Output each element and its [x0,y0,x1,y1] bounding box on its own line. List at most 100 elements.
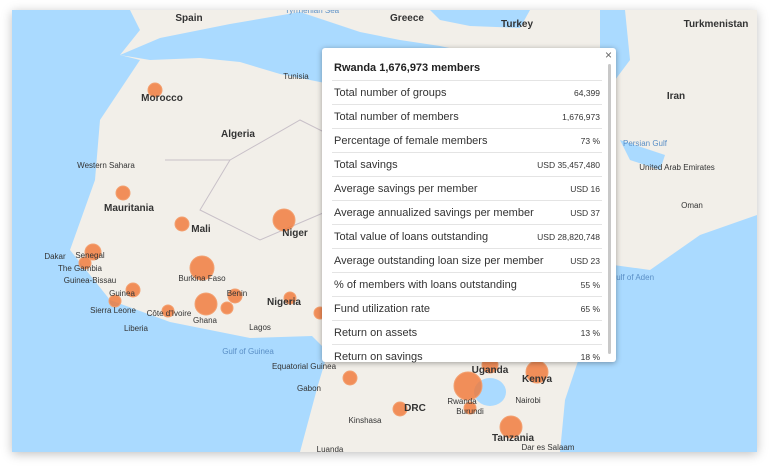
stat-label: Total number of members [334,110,459,123]
map-label: Luanda [317,445,344,452]
stat-value: 13 % [580,327,600,338]
map-label: DRC [404,403,426,414]
map-label: Senegal [75,251,105,260]
stat-row: Return on assets 13 % [332,320,602,344]
marker[interactable] [392,401,408,417]
map-label: Uganda [472,365,509,376]
marker[interactable] [115,185,131,201]
marker[interactable] [220,301,234,315]
map-label: Morocco [141,93,183,104]
map-label: Nairobi [515,396,541,405]
stat-value: USD 37 [570,207,600,218]
marker[interactable] [147,82,163,98]
map-label: United Arab Emirates [639,163,715,172]
map-label: Turkey [501,19,533,30]
marker[interactable] [125,282,141,298]
info-popup: Rwanda 1,676,973 members × Total number … [322,48,616,363]
marker[interactable] [194,292,218,316]
stat-value: USD 35,457,480 [537,159,600,170]
map-label: Gabon [297,384,321,393]
map-label: Turkmenistan [684,19,749,30]
stat-label: Total value of loans outstanding [334,230,489,243]
marker[interactable] [174,216,190,232]
stat-label: Percentage of female members [334,134,488,147]
marker[interactable] [84,243,102,261]
map-label: Kenya [522,374,552,385]
stat-label: Total savings [334,158,398,171]
stat-value: 55 % [580,279,600,290]
map-label: Western Sahara [77,161,135,170]
stat-value: 64,399 [574,87,600,98]
map-label: Tanzania [492,433,534,444]
stat-label: Average annualized savings per member [334,206,534,219]
map-label: Tyrrhenian Sea [285,10,340,15]
stat-value: 73 % [580,135,600,146]
map-label: Nigeria [267,297,301,308]
map-label: Sierra Leone [90,306,136,315]
stat-label: Fund utilization rate [334,302,430,315]
map-label: Equatorial Guinea [272,362,337,371]
map-label: Burundi [456,407,484,416]
map-label: Lagos [249,323,271,332]
marker[interactable] [283,291,297,305]
stat-row: Percentage of female members 73 % [332,128,602,152]
map-label: Tunisia [283,72,309,81]
marker[interactable] [463,401,477,415]
stat-row: Total number of groups 64,399 [332,80,602,104]
marker[interactable] [227,288,243,304]
map-label: Dakar [44,252,66,261]
stat-row: % of members with loans outstanding 55 % [332,272,602,296]
stat-value: 1,676,973 [562,111,600,122]
map-label: Dar es Salaam [522,443,575,452]
marker[interactable] [108,294,122,308]
close-button[interactable]: × [604,48,612,62]
stat-row: Total number of members 1,676,973 [332,104,602,128]
map-label: Mauritania [104,203,154,214]
stat-label: Average savings per member [334,182,478,195]
map-label: Iran [667,91,685,102]
map-label: Rwanda [447,397,477,406]
marker[interactable] [272,208,296,232]
map-label: Côte d'Ivoire [147,309,192,318]
atlantic [12,10,328,452]
marker[interactable] [189,255,215,281]
map-label: Gulf of Aden [610,273,654,282]
stat-row: Average outstanding loan size per member… [332,248,602,272]
map-label: Persian Gulf [623,139,668,148]
stat-label: Total number of groups [334,86,447,99]
stat-row: Average savings per member USD 16 [332,176,602,200]
marker[interactable] [78,256,92,270]
stat-row: Return on savings 18 % [332,344,602,368]
stat-row: Total value of loans outstanding USD 28,8… [332,224,602,248]
stats-table: Total number of groups 64,399 Total number… [332,80,602,368]
marker[interactable] [342,370,358,386]
map-label: Kinshasa [349,416,382,425]
stat-row: Average annualized savings per member USD… [332,200,602,224]
map-label: Algeria [221,129,255,140]
marker[interactable] [453,371,483,401]
stat-row: Total savings USD 35,457,480 [332,152,602,176]
map-label: Niger [282,228,308,239]
map-label: Greece [390,13,424,24]
marker[interactable] [499,415,523,439]
markers [78,82,549,439]
persian-gulf [620,140,665,170]
stat-value: USD 23 [570,255,600,266]
stat-label: % of members with loans outstanding [334,278,517,291]
map-label: Oman [681,201,703,210]
map-label: Mali [191,224,211,235]
marker[interactable] [161,304,175,318]
map-label: Liberia [124,324,149,333]
stat-value: 18 % [580,351,600,362]
stat-label: Return on assets [334,326,418,339]
stat-row: Fund utilization rate 65 % [332,296,602,320]
stat-value: USD 28,820,748 [537,231,600,242]
stat-label: Average outstanding loan size per member [334,254,544,267]
stat-label: Return on savings [334,350,423,363]
map-label: Burkina Faso [178,274,226,283]
black-sea [430,10,530,28]
map-label: Gulf of Guinea [222,347,274,356]
map-label: Benin [227,289,247,298]
scrollbar[interactable] [608,64,611,354]
